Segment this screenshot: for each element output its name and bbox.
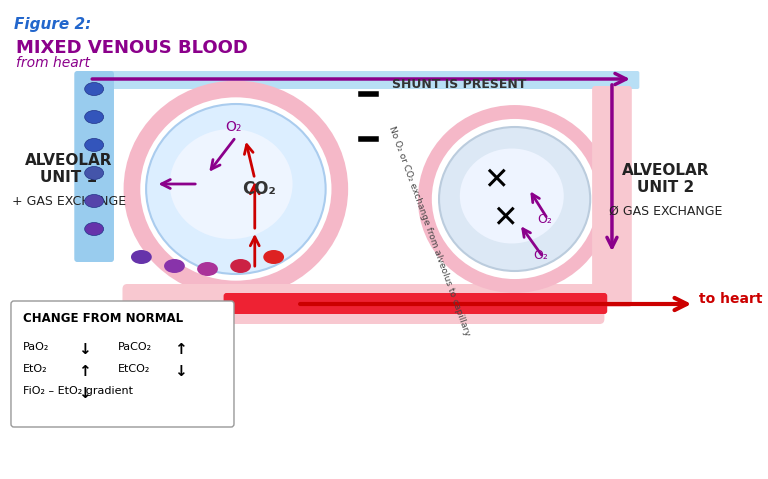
Text: ↓: ↓: [174, 364, 187, 379]
Text: PaO₂: PaO₂: [23, 342, 50, 352]
Text: No O₂ or CO₂ exchange from alveolus to capillary: No O₂ or CO₂ exchange from alveolus to c…: [387, 125, 472, 337]
Text: O₂: O₂: [534, 249, 548, 262]
FancyBboxPatch shape: [74, 71, 114, 262]
Text: Figure 2:: Figure 2:: [14, 17, 91, 32]
Ellipse shape: [146, 104, 326, 274]
Text: from heart: from heart: [15, 56, 90, 70]
Ellipse shape: [170, 129, 293, 239]
Ellipse shape: [84, 223, 104, 236]
Ellipse shape: [131, 250, 152, 264]
Text: O₂: O₂: [538, 213, 552, 226]
Ellipse shape: [84, 82, 104, 95]
Text: ↑: ↑: [78, 364, 91, 379]
Text: ↑: ↑: [174, 342, 187, 357]
Ellipse shape: [84, 111, 104, 124]
Text: ALVEOLAR
UNIT 2: ALVEOLAR UNIT 2: [622, 163, 710, 195]
Ellipse shape: [164, 259, 185, 273]
Ellipse shape: [84, 167, 104, 180]
Text: FiO₂ – EtO₂ gradient: FiO₂ – EtO₂ gradient: [23, 386, 134, 396]
Text: EtCO₂: EtCO₂: [118, 364, 150, 374]
Text: CO₂: CO₂: [243, 180, 276, 198]
Text: ✕: ✕: [483, 167, 508, 195]
Text: MIXED VENOUS BLOOD: MIXED VENOUS BLOOD: [15, 39, 247, 57]
FancyBboxPatch shape: [122, 284, 604, 324]
Text: ✕: ✕: [492, 205, 518, 233]
Ellipse shape: [84, 138, 104, 151]
Text: SHUNT IS PRESENT: SHUNT IS PRESENT: [392, 78, 526, 91]
Ellipse shape: [439, 127, 591, 271]
Ellipse shape: [263, 250, 284, 264]
FancyBboxPatch shape: [78, 71, 640, 89]
Text: ↓: ↓: [78, 386, 91, 401]
Ellipse shape: [230, 259, 251, 273]
FancyBboxPatch shape: [592, 86, 632, 307]
Text: O₂: O₂: [225, 120, 241, 134]
Ellipse shape: [84, 194, 104, 207]
Text: to heart: to heart: [699, 292, 763, 306]
Text: CHANGE FROM NORMAL: CHANGE FROM NORMAL: [23, 312, 184, 325]
FancyBboxPatch shape: [223, 293, 607, 314]
Text: ALVEOLAR
UNIT 1: ALVEOLAR UNIT 1: [25, 153, 112, 185]
Text: + GAS EXCHANGE: + GAS EXCHANGE: [12, 194, 126, 207]
Ellipse shape: [197, 262, 218, 276]
FancyBboxPatch shape: [11, 301, 234, 427]
Ellipse shape: [460, 148, 564, 243]
Text: ↓: ↓: [78, 342, 91, 357]
Text: EtO₂: EtO₂: [23, 364, 48, 374]
Text: Ø GAS EXCHANGE: Ø GAS EXCHANGE: [609, 205, 723, 217]
Text: PaCO₂: PaCO₂: [118, 342, 152, 352]
